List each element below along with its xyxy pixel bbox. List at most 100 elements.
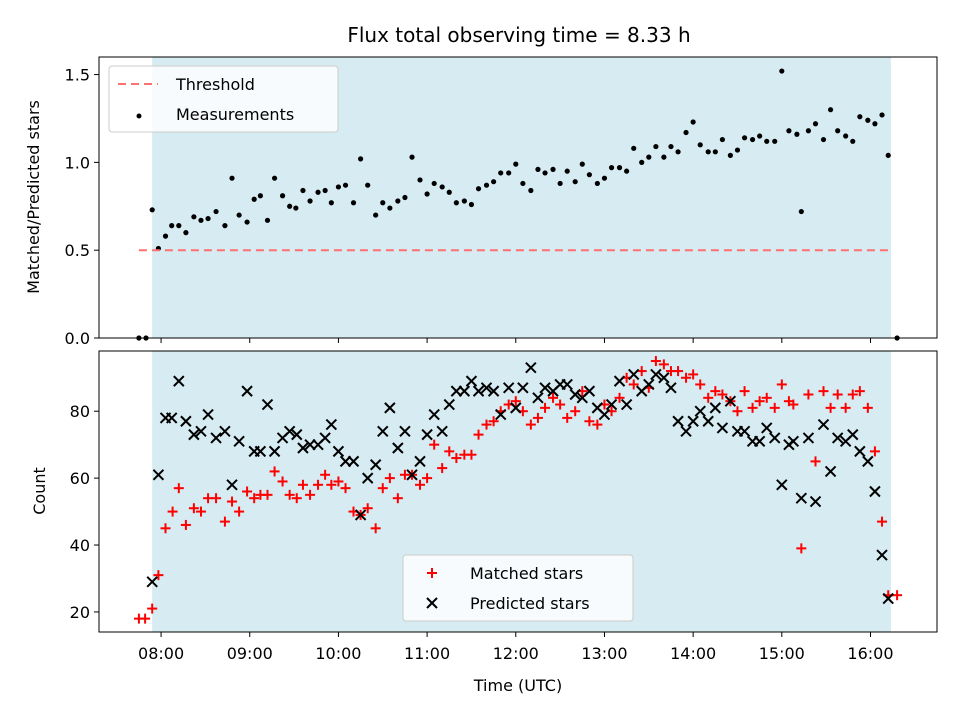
x-tick-label: 14:00 bbox=[670, 644, 716, 663]
measurement-point bbox=[683, 129, 689, 136]
measurement-point bbox=[279, 193, 286, 199]
x-b bbox=[428, 408, 440, 421]
matched-point bbox=[284, 489, 295, 500]
measurement-point bbox=[557, 180, 563, 187]
predicted-point bbox=[787, 435, 800, 448]
predicted-point bbox=[421, 428, 433, 441]
matched-point bbox=[227, 496, 238, 507]
measurement-point bbox=[850, 138, 856, 144]
y-tick-label: 0.5 bbox=[65, 241, 90, 260]
matched-point bbox=[788, 399, 799, 410]
predicted-point bbox=[628, 368, 640, 381]
legend-measurements-swatch bbox=[136, 113, 142, 119]
measurement-point bbox=[387, 205, 393, 211]
predicted-point bbox=[882, 592, 894, 605]
x-b bbox=[254, 445, 267, 458]
measurement-point bbox=[550, 166, 556, 172]
matched-point bbox=[732, 406, 743, 417]
matched-point bbox=[297, 479, 308, 490]
x-b bbox=[738, 425, 751, 437]
measurement-point bbox=[805, 128, 812, 134]
matched-point bbox=[803, 389, 814, 400]
top-legend-box bbox=[108, 65, 339, 133]
predicted-point bbox=[347, 455, 360, 468]
measurement-point bbox=[293, 205, 299, 211]
measurement-point bbox=[872, 121, 878, 127]
x-b bbox=[443, 398, 455, 411]
matched-point bbox=[377, 483, 388, 494]
measurement-point bbox=[624, 168, 630, 174]
measurement-point bbox=[601, 175, 608, 181]
x-b bbox=[569, 388, 581, 401]
matched-point bbox=[211, 493, 222, 504]
measurement-point bbox=[616, 165, 623, 171]
measurement-point bbox=[236, 212, 242, 218]
measurement-point bbox=[222, 223, 228, 229]
predicted-point bbox=[716, 422, 729, 434]
measurement-point bbox=[535, 166, 541, 172]
y-tick-label: 40 bbox=[70, 536, 90, 555]
predicted-point bbox=[195, 425, 207, 437]
predicted-point bbox=[613, 375, 626, 387]
legend-matched-swatch bbox=[427, 568, 437, 578]
matched-point bbox=[147, 603, 158, 614]
predicted-point bbox=[680, 425, 692, 437]
measurement-point bbox=[661, 154, 667, 160]
matched-point bbox=[173, 483, 184, 494]
x-b bbox=[146, 576, 158, 588]
measurement-point bbox=[712, 149, 718, 155]
predicted-point bbox=[753, 435, 766, 448]
measurement-point bbox=[879, 112, 885, 118]
predicted-point bbox=[761, 422, 773, 434]
measurement-point bbox=[491, 179, 497, 185]
measurement-point bbox=[328, 200, 334, 206]
matched-point bbox=[313, 479, 324, 490]
predicted-point bbox=[769, 432, 781, 444]
measurement-point bbox=[373, 212, 379, 218]
measurement-point bbox=[697, 142, 703, 148]
predicted-point bbox=[436, 425, 448, 437]
matched-point bbox=[160, 523, 171, 534]
x-b bbox=[487, 385, 500, 397]
x-b bbox=[831, 432, 844, 444]
x-b bbox=[753, 435, 766, 448]
x-b bbox=[219, 425, 231, 437]
measurement-point bbox=[586, 172, 592, 178]
x-b bbox=[724, 395, 737, 407]
matched-point bbox=[717, 389, 728, 400]
measurement-point bbox=[827, 107, 834, 113]
x-b bbox=[332, 445, 345, 458]
x-b bbox=[226, 479, 238, 491]
matched-point bbox=[754, 396, 765, 407]
predicted-point bbox=[724, 395, 737, 407]
matched-point bbox=[362, 503, 373, 514]
measurement-point bbox=[453, 200, 459, 206]
x-b bbox=[180, 415, 192, 427]
measurement-point bbox=[772, 138, 778, 144]
x-b bbox=[210, 432, 222, 444]
x-b bbox=[188, 428, 200, 441]
legend-x bbox=[426, 597, 438, 609]
matched-point bbox=[710, 386, 721, 397]
measurement-point bbox=[439, 184, 445, 190]
measurement-points bbox=[136, 68, 900, 341]
bottom-legend: Matched stars Predicted stars bbox=[402, 554, 634, 622]
matched-point bbox=[291, 493, 302, 504]
x-tick-label: 10:00 bbox=[315, 644, 361, 663]
bottom-y-axis: 20 40 60 80 bbox=[70, 402, 99, 622]
predicted-point bbox=[658, 372, 670, 384]
x-b bbox=[525, 362, 537, 374]
matched-point bbox=[650, 356, 661, 367]
predicted-point bbox=[361, 472, 374, 484]
matched-point bbox=[628, 379, 639, 390]
measurement-point bbox=[631, 145, 637, 151]
measurement-point bbox=[183, 230, 189, 236]
matched-point bbox=[862, 402, 873, 413]
measurement-point bbox=[741, 135, 748, 141]
x-b bbox=[261, 398, 274, 411]
x-b bbox=[166, 412, 178, 424]
x-b bbox=[643, 378, 655, 391]
x-b bbox=[421, 428, 433, 441]
x-b bbox=[605, 398, 618, 411]
bottom-plot-frame bbox=[98, 350, 938, 633]
